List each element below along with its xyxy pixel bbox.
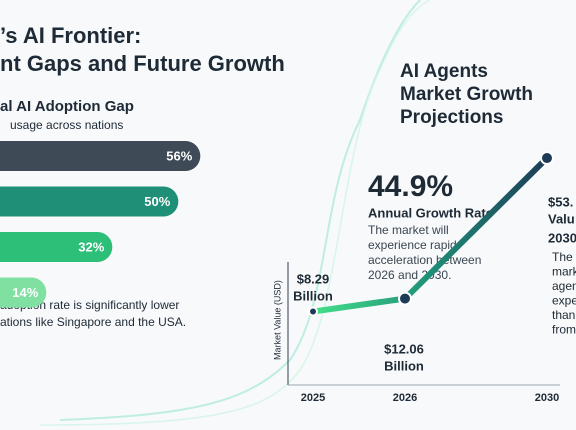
value-label: $53. — [548, 194, 573, 209]
line-chart-title: AI Agents — [400, 61, 488, 82]
bar — [0, 277, 47, 308]
decor-curve — [59, 0, 421, 421]
bar-value-label: 32% — [78, 239, 104, 254]
line-chart-title: Projections — [400, 107, 503, 128]
bar-note: adoption rate is significantly lower — [0, 298, 179, 312]
side-text: The g — [552, 250, 576, 264]
x-tick-label: 2025 — [301, 392, 325, 404]
value-unit: Valu — [548, 211, 575, 226]
line-chart-title: Market Growth — [400, 84, 533, 105]
side-text: agen — [552, 279, 576, 293]
bar — [0, 141, 201, 171]
value-label: $12.06 — [384, 341, 424, 356]
bar-value-label: 14% — [12, 285, 38, 300]
x-tick-label: 2030 — [535, 392, 559, 404]
data-point — [540, 151, 554, 166]
bar — [0, 186, 179, 217]
decor-curve — [39, 0, 431, 426]
title-line: ’s AI Frontier: — [0, 23, 141, 48]
x-tick-label: 2026 — [393, 392, 417, 404]
side-text: expe — [552, 294, 576, 308]
bar-value-label: 56% — [166, 148, 192, 163]
growth-text: acceleration between — [368, 253, 481, 267]
bar-chart-subtitle: usage across nations — [10, 118, 123, 132]
value-unit: Billion — [293, 288, 333, 303]
title-line: nt Gaps and Future Growth — [0, 51, 285, 76]
growth-text: 2026 and 2030. — [368, 268, 451, 282]
side-text: mark — [552, 265, 576, 279]
y-axis-label: Market Value (USD) — [272, 280, 282, 360]
bar — [0, 232, 113, 262]
bar-value-label: 50% — [144, 194, 170, 209]
side-text: 2030 — [548, 230, 576, 245]
bar-chart-title: al AI Adoption Gap — [0, 98, 134, 115]
side-text: from — [552, 323, 576, 337]
growth-text: The market will — [368, 223, 449, 237]
growth-rate: 44.9% — [368, 170, 453, 203]
side-text: than — [552, 308, 575, 322]
bar-note: ations like Singapore and the USA. — [0, 315, 186, 329]
line-chart: Market Value (USD) — [272, 262, 560, 386]
growth-text: experience rapid — [368, 238, 457, 252]
data-point — [308, 306, 318, 317]
value-label: $8.29 — [297, 271, 330, 286]
value-unit: Billion — [384, 358, 424, 373]
growth-label: Annual Growth Rate — [368, 205, 493, 220]
data-point — [398, 291, 412, 306]
